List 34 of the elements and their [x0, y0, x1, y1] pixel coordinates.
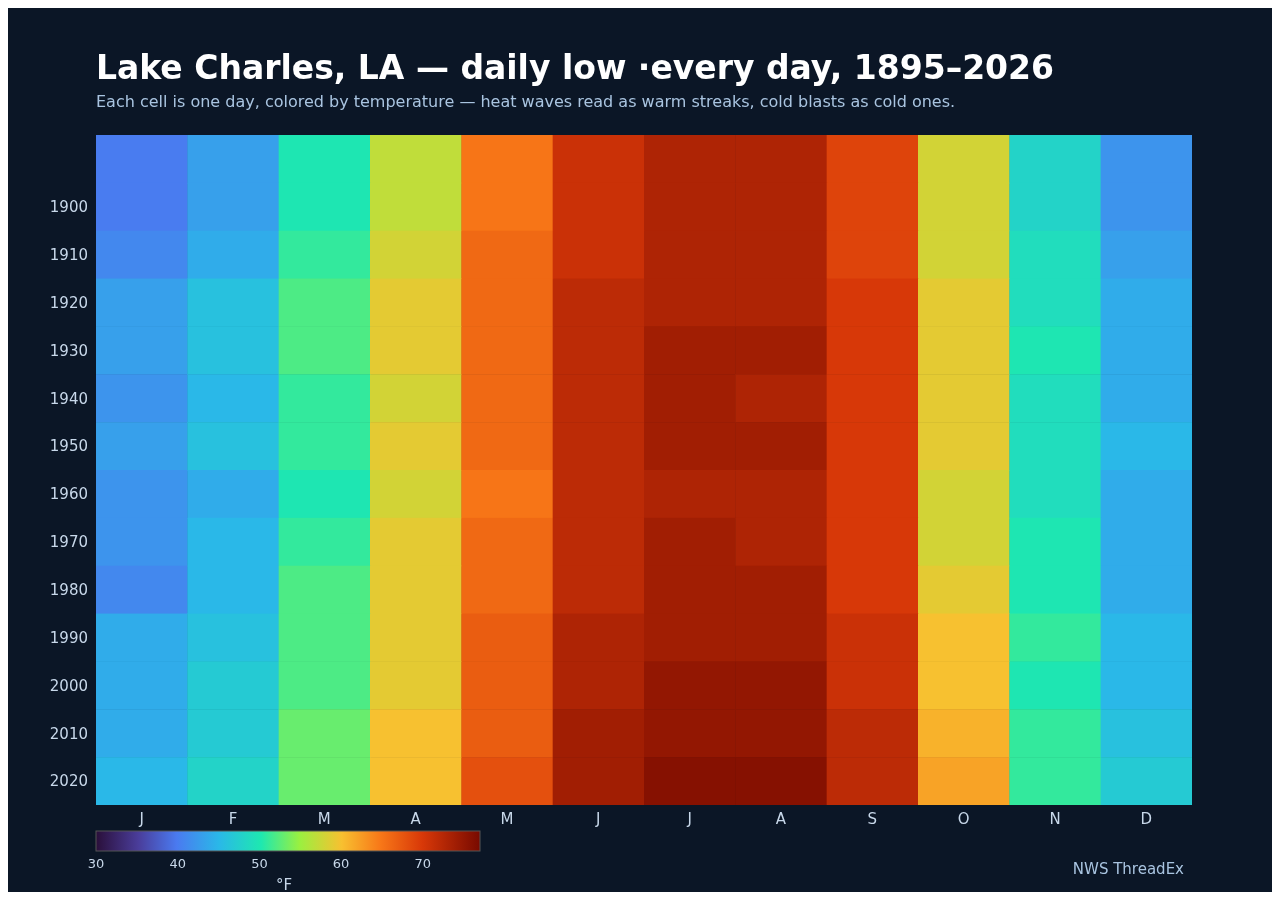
x-tick-label: S — [867, 809, 878, 828]
color-bar-label: 40 — [169, 856, 186, 871]
x-tick-label: N — [1049, 809, 1061, 828]
chart-title: Lake Charles, LA — daily low ·every day, 1895–2026 — [96, 48, 1054, 87]
x-tick-label: F — [228, 809, 238, 828]
y-tick-label: 2000 — [49, 676, 88, 695]
y-tick-label: 2010 — [49, 724, 88, 743]
y-tick-label: 1900 — [49, 198, 88, 217]
y-tick-label: 1930 — [49, 341, 88, 360]
x-tick-label: O — [957, 809, 970, 828]
color-bar-title: °F — [275, 876, 293, 894]
color-bar-label: 50 — [251, 856, 268, 871]
chart-subtitle: Each cell is one day, colored by temperature — heat waves read as warm streaks, cold blasts as cold ones. — [96, 92, 956, 111]
x-tick-label: D — [1140, 809, 1153, 828]
x-tick-label: A — [775, 809, 787, 828]
color-bar-label: 60 — [332, 856, 350, 871]
y-tick-label: 1980 — [49, 580, 88, 599]
y-tick-label: 2020 — [49, 772, 88, 791]
x-tick-label: A — [410, 809, 422, 828]
y-tick-label: 1960 — [49, 485, 88, 504]
color-bar-label: 30 — [87, 856, 105, 871]
x-tick-label: J — [686, 809, 692, 828]
y-tick-label: 1990 — [49, 628, 88, 647]
y-tick-label: 1920 — [49, 293, 88, 312]
x-tick-label: M — [500, 809, 514, 828]
y-tick-label: 1940 — [49, 389, 88, 408]
x-tick-label: J — [595, 809, 601, 828]
y-tick-label: 1970 — [49, 533, 88, 552]
x-tick-label: J — [138, 809, 144, 828]
y-tick-label: 1950 — [49, 437, 88, 456]
x-tick-label: M — [317, 809, 331, 828]
y-tick-label: 1910 — [49, 245, 88, 264]
color-bar-label: 70 — [414, 856, 432, 871]
text: NWS ThreadEx — [1072, 860, 1184, 878]
